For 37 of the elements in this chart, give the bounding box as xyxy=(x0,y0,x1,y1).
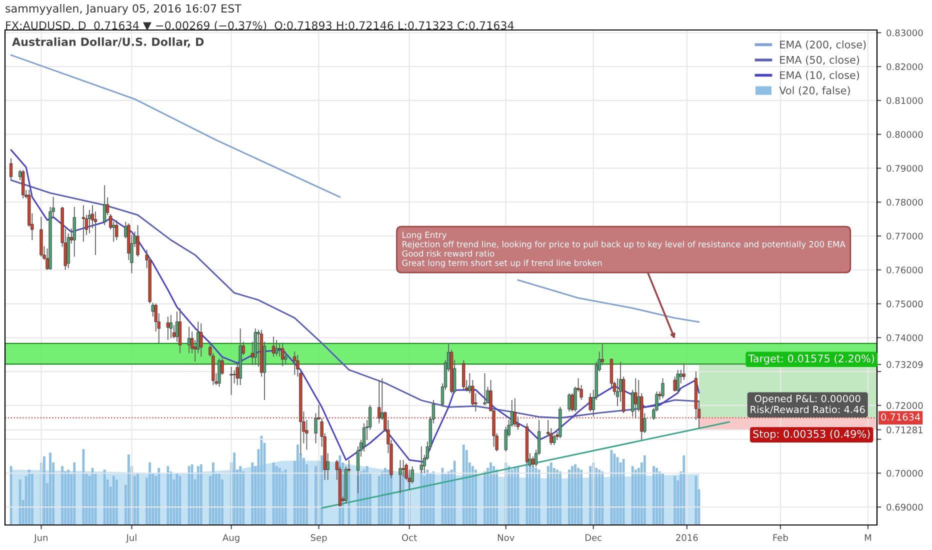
legend-label: EMA (200, close) xyxy=(780,40,866,50)
x-tick-label: Jul xyxy=(126,534,136,543)
legend-label: Vol (20, false) xyxy=(779,86,850,96)
y-tick-label: 0.69000 xyxy=(886,504,923,511)
y-tick-label: 0.75000 xyxy=(886,300,923,308)
y-tick-label: 0.71281 xyxy=(886,426,923,434)
band-label: Target: 0.01575 (2.20%) xyxy=(748,354,874,364)
y-tick-label: 0.82000 xyxy=(886,63,923,70)
x-tick-label: Nov xyxy=(498,534,514,542)
annotation: Long Entry Rejection off trend line, looking for price to pull back up to key level of resistance and potentially 200 EMA Good risk reward ratio Great long term short set up if trend line broken xyxy=(402,232,846,268)
x-tick-label: Dec xyxy=(586,534,602,542)
x-tick-label: Sep xyxy=(310,534,327,543)
y-tick-label: 0.83000 xyxy=(886,29,923,36)
y-tick-label: 0.74000 xyxy=(886,334,923,342)
y-tick-label: 0.77000 xyxy=(886,232,923,240)
legend-label: EMA (10, close) xyxy=(780,70,860,80)
annotation: Opened P&L: 0.00000 Risk/Reward Ratio: 4.46 xyxy=(750,394,865,414)
x-tick-label: 2016 xyxy=(676,534,698,542)
annotation: FX:AUDUSD, D 0.71634 ▼ −0.00269 (−0.37%) O:0.71893 H:0.72146 L:0.71323 C:0.71634 xyxy=(6,21,514,31)
x-tick-label: Jun xyxy=(34,534,48,543)
x-tick-label: Feb xyxy=(773,534,788,542)
x-tick-label: Oct xyxy=(402,534,417,542)
band-label: Stop: 0.00353 (0.49%) xyxy=(753,430,870,440)
y-tick-label: 0.81000 xyxy=(886,97,923,104)
ref-line-label: 0.71634 xyxy=(881,413,920,421)
y-tick-label: 0.70000 xyxy=(886,470,923,477)
text: sammyyallen, January 05, 2016 16:07 EST xyxy=(6,4,242,15)
x-tick-label: Aug xyxy=(222,534,240,543)
y-tick-label: 0.73209 xyxy=(886,361,923,368)
x-tick-label: M xyxy=(864,534,871,541)
y-tick-label: 0.79000 xyxy=(886,164,923,172)
y-tick-label: 0.76000 xyxy=(886,266,923,274)
y-tick-label: 0.78000 xyxy=(886,198,923,206)
y-tick-label: 0.72000 xyxy=(886,402,923,409)
text: Australian Dollar/U.S. Dollar, D xyxy=(12,37,204,48)
y-tick-label: 0.80000 xyxy=(886,131,923,138)
legend-label: EMA (50, close) xyxy=(780,56,860,65)
